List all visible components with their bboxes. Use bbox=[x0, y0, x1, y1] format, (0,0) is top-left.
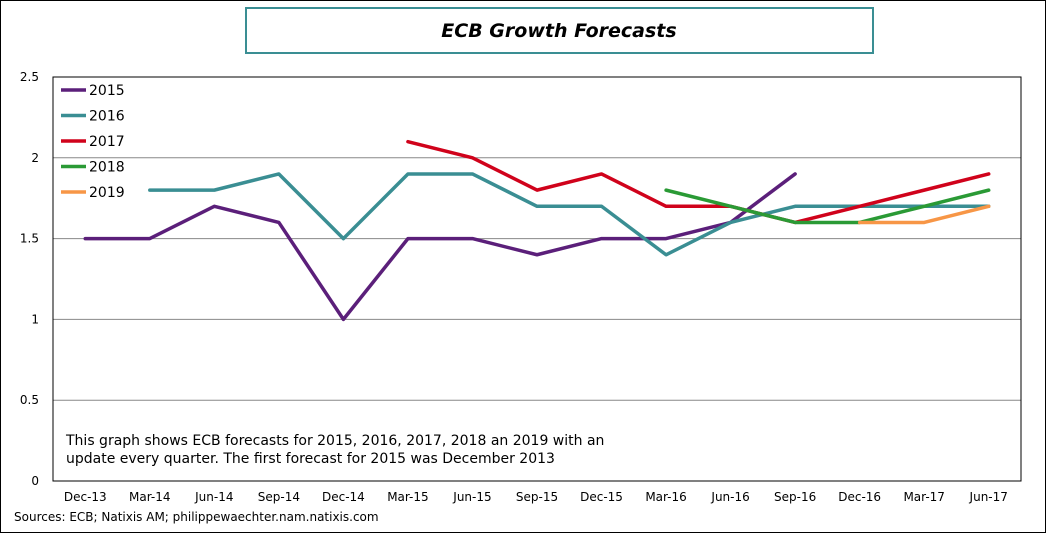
x-tick-label: Dec-14 bbox=[322, 490, 365, 504]
x-tick-label: Jun-14 bbox=[194, 490, 233, 504]
x-tick-label: Dec-15 bbox=[580, 490, 623, 504]
legend-label: 2016 bbox=[89, 109, 125, 125]
annotation-line-1: This graph shows ECB forecasts for 2015,… bbox=[65, 433, 604, 449]
y-tick-label: 1 bbox=[31, 312, 39, 326]
annotation-line-2: update every quarter. The first forecast… bbox=[66, 451, 555, 467]
x-tick-label: Sep-14 bbox=[258, 490, 300, 504]
legend-label: 2018 bbox=[89, 160, 125, 176]
y-tick-label: 0 bbox=[31, 474, 39, 488]
x-tick-label: Jun-15 bbox=[452, 490, 491, 504]
series-line-2015 bbox=[83, 172, 797, 322]
y-tick-label: 0.5 bbox=[20, 393, 39, 407]
series-line-2017 bbox=[406, 139, 991, 225]
x-tick-label: Jun-16 bbox=[710, 490, 749, 504]
x-tick-label: Sep-16 bbox=[774, 490, 816, 504]
chart-title: ECB Growth Forecasts bbox=[441, 20, 676, 42]
y-tick-label: 2.5 bbox=[20, 70, 39, 84]
x-tick-label: Mar-14 bbox=[129, 490, 170, 504]
y-tick-label: 1.5 bbox=[20, 232, 39, 246]
series-line-2018 bbox=[664, 188, 991, 225]
x-tick-label: Dec-13 bbox=[64, 490, 107, 504]
plot-area bbox=[52, 76, 1022, 482]
x-tick-label: Mar-16 bbox=[645, 490, 686, 504]
title-box bbox=[245, 7, 874, 54]
legend-label: 2019 bbox=[89, 185, 125, 201]
series-line-2019 bbox=[857, 204, 991, 225]
y-tick-label: 2 bbox=[31, 151, 39, 165]
legend-label: 2015 bbox=[89, 83, 125, 99]
x-tick-label: Jun-17 bbox=[969, 490, 1008, 504]
x-tick-label: Mar-15 bbox=[387, 490, 428, 504]
source-note: Sources: ECB; Natixis AM; philippewaecht… bbox=[14, 510, 379, 524]
x-tick-label: Mar-17 bbox=[903, 490, 944, 504]
series-line-2016 bbox=[148, 172, 991, 257]
x-tick-label: Sep-15 bbox=[516, 490, 558, 504]
x-tick-label: Dec-16 bbox=[838, 490, 881, 504]
legend-label: 2017 bbox=[89, 134, 125, 150]
